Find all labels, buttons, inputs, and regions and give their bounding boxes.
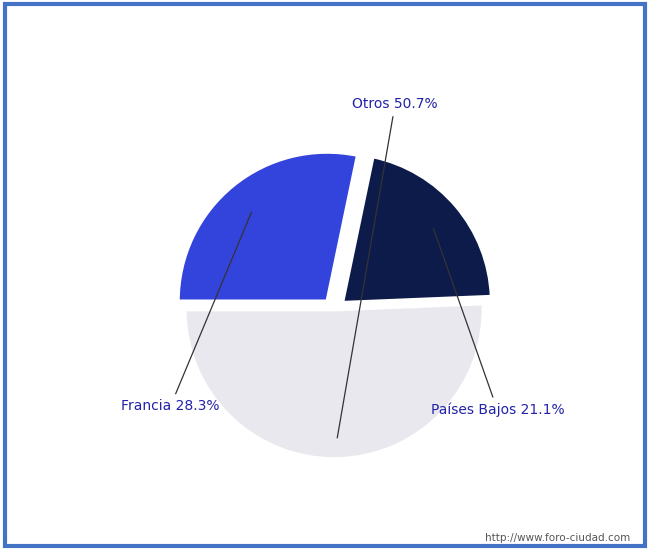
Text: Medina de Pomar - Turistas extranjeros según país - Abril de 2024: Medina de Pomar - Turistas extranjeros s… [83, 24, 567, 40]
Wedge shape [185, 304, 483, 459]
Wedge shape [178, 152, 358, 301]
Text: Países Bajos 21.1%: Países Bajos 21.1% [430, 229, 564, 417]
Wedge shape [343, 157, 491, 302]
Text: http://www.foro-ciudad.com: http://www.foro-ciudad.com [486, 534, 630, 543]
Text: Francia 28.3%: Francia 28.3% [122, 212, 252, 413]
Text: Otros 50.7%: Otros 50.7% [337, 97, 438, 438]
